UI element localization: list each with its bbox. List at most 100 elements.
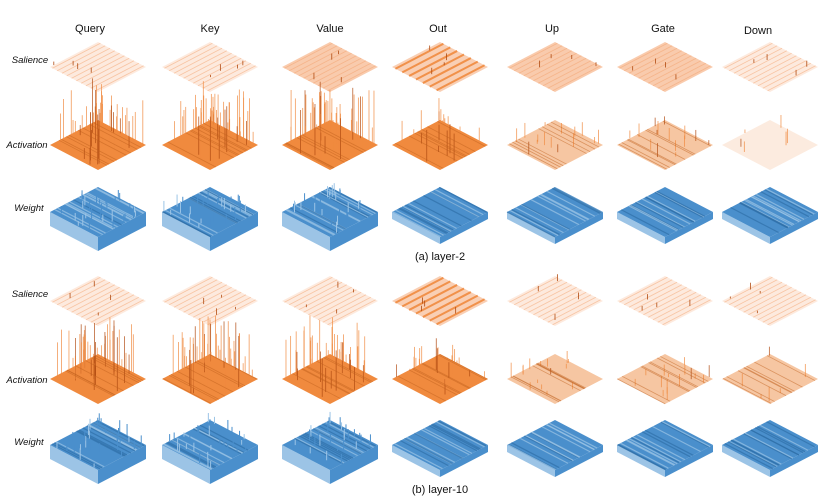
surface-stripe (635, 201, 684, 228)
surface-stripe (757, 60, 807, 87)
surface-stripe (322, 62, 371, 89)
surface-stripe (197, 294, 247, 321)
surface-salience-out (392, 276, 488, 326)
surface-stripe (546, 423, 595, 450)
surface-side (617, 212, 665, 244)
surface-stripe (745, 198, 795, 225)
surface-stripe (90, 296, 139, 323)
surface-stripe (630, 437, 680, 464)
surface-stripe (660, 421, 710, 448)
surface-stripe (518, 138, 567, 165)
surface-side (50, 212, 98, 251)
surface-stripe (528, 52, 577, 79)
surface-stripe (76, 55, 125, 82)
surface-stripe (511, 209, 560, 236)
surface-stripe (628, 205, 678, 232)
surface-stripe (166, 442, 215, 469)
surface-stripe (427, 126, 476, 152)
surface-stripe (413, 367, 462, 394)
surface-stripe (95, 355, 144, 381)
surface-stripe (757, 294, 807, 321)
surface-top (282, 276, 378, 326)
surface-side (392, 212, 440, 244)
surface-stripe (421, 129, 470, 155)
surface-stripe (750, 196, 800, 223)
surface-stripe (762, 62, 811, 89)
surface-stripe (418, 130, 467, 157)
surface-stripe (730, 439, 780, 466)
surface-stripe (198, 192, 247, 219)
surface-stripe (170, 373, 220, 400)
surface-stripe (733, 281, 783, 308)
surface-stripe (512, 375, 562, 402)
surface-stripe (317, 294, 367, 321)
surface-stripe (754, 361, 803, 388)
surface-stripe (294, 437, 343, 464)
surface-stripe (546, 190, 596, 217)
surface-stripe (512, 375, 561, 402)
surface-stripe (303, 286, 352, 313)
surface-stripe (415, 287, 465, 315)
surface-weight-out (392, 420, 488, 477)
surface-stripe (547, 296, 596, 323)
surface-activation-value (282, 315, 378, 404)
surface-side (722, 212, 770, 244)
surface-stripe (753, 291, 802, 318)
surface-stripe (203, 122, 252, 149)
surface-stripe (552, 65, 601, 92)
surface-stripe (547, 62, 596, 89)
surface-stripe (537, 362, 586, 389)
surface-stripe (183, 52, 232, 79)
surface-stripe (285, 142, 334, 169)
surface-stripe (194, 427, 243, 454)
surface-top (617, 187, 713, 237)
surface-stripe (633, 284, 682, 311)
surface-top (617, 276, 713, 326)
surface-stripe (552, 299, 601, 326)
surface-stripe (624, 279, 673, 306)
surface-stripe (537, 195, 586, 222)
surface-stripe (60, 138, 110, 165)
surface-stripe (306, 365, 356, 392)
surface-stripe (620, 442, 669, 469)
surface-top (50, 42, 146, 92)
surface-stripe (168, 374, 218, 401)
surface-stripe (625, 439, 675, 466)
surface-activation-down (722, 346, 818, 404)
surface-stripe (762, 296, 811, 323)
surface-top (722, 420, 818, 470)
surface-stripe (189, 130, 238, 156)
surface-stripe (285, 209, 335, 236)
surface-stripe (164, 42, 213, 69)
surface-stripe (85, 192, 134, 220)
surface-stripe (767, 65, 816, 92)
surface-stripe (64, 203, 114, 230)
column-header-value: Value (316, 23, 343, 35)
column-header-gate: Gate (651, 23, 675, 35)
surface-stripe (51, 443, 101, 470)
surface-stripe (86, 192, 136, 219)
surface-side (507, 212, 555, 244)
surface-stripe (530, 432, 580, 459)
surface-stripe (295, 437, 345, 464)
surface-side (440, 212, 488, 244)
column-headers: Query Key Value Out Up Gate Down (75, 23, 772, 37)
surface-stripe (169, 45, 218, 72)
surface-stripe (660, 356, 709, 382)
surface-stripe (432, 423, 481, 450)
surface-top (392, 354, 488, 404)
surface-stripe (641, 198, 691, 225)
surface-stripe (743, 286, 792, 313)
surface-stripe (737, 370, 787, 397)
surface-stripe (315, 427, 364, 454)
surface-stripe (397, 375, 446, 402)
surface-stripe (553, 187, 603, 214)
surface-stripe (327, 65, 376, 92)
surface-stripe (194, 427, 244, 454)
surface-stripe (765, 188, 815, 215)
surface-stripe (67, 369, 116, 396)
surface-stripe (162, 378, 212, 404)
surface-stripe (199, 125, 248, 151)
surface-stripe (86, 425, 136, 452)
